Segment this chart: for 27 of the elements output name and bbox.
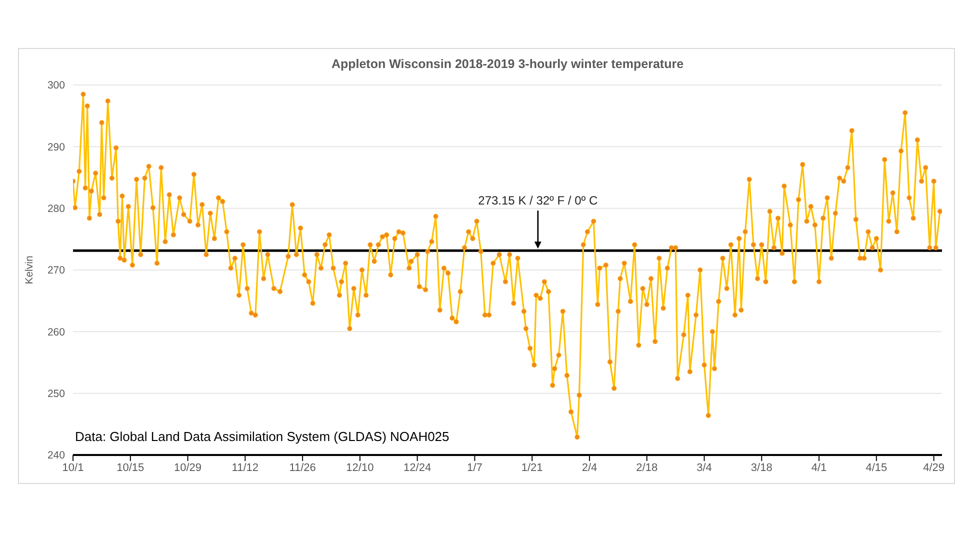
y-tick-label: 290	[47, 141, 66, 154]
x-tick-label: 11/12	[232, 462, 259, 474]
chart-title: Appleton Wisconsin 2018-2019 3-hourly winter temperature	[330, 57, 685, 71]
x-tick-label: 11/26	[289, 462, 316, 474]
x-tick-label: 4/29	[923, 462, 945, 474]
y-tick-label: 250	[47, 388, 66, 400]
x-tick-label: 2/4	[582, 462, 598, 474]
x-tick-label: 1/21	[521, 462, 543, 474]
x-tick-label: 10/15	[116, 462, 144, 474]
x-tick-label: 10/29	[174, 462, 202, 474]
x-tick-label: 4/15	[866, 462, 888, 474]
y-tick-label: 300	[47, 80, 66, 92]
x-tick-label: 3/4	[696, 462, 712, 474]
x-tick-label: 12/24	[404, 462, 432, 474]
annotation: Data: Global Land Data Assimilation System (GLDAS) NOAH025	[75, 429, 450, 444]
x-tick-label: 3/18	[750, 462, 772, 474]
y-tick-label: 270	[47, 264, 66, 277]
y-axis-title: Kelvin	[24, 256, 36, 284]
y-tick-label: 280	[47, 203, 66, 216]
x-tick-label: 12/10	[346, 462, 374, 474]
x-tick-label: 10/1	[62, 462, 84, 474]
x-tick-label: 1/7	[467, 462, 482, 474]
y-tick-label: 260	[47, 326, 66, 338]
ref-line-label: 273.15 K / 32º F / 0º C	[478, 194, 598, 208]
x-tick-label: 2/18	[636, 462, 658, 474]
y-tick-label: 240	[47, 450, 66, 462]
x-tick-label: 4/1	[811, 462, 827, 474]
